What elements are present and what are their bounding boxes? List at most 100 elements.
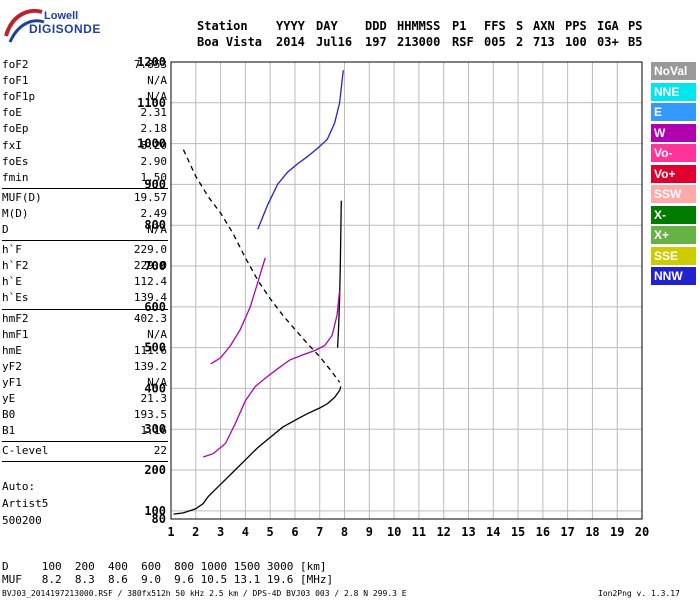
param-row: foF1 N/A <box>2 74 167 90</box>
legend-item: W <box>651 123 696 142</box>
hdr-axn: AXN <box>533 19 555 33</box>
legend-item: X+ <box>651 226 696 244</box>
auto-method: Artist5 <box>2 497 49 510</box>
hdr-s: S <box>516 19 524 33</box>
param-separator <box>2 240 168 242</box>
param-value: 193.5 <box>133 408 167 422</box>
param-row: foEp 2.18 <box>2 122 167 138</box>
param-label: hmE <box>2 343 22 357</box>
param-value: 402.3 <box>133 311 167 325</box>
param-value: 2.90 <box>140 154 168 168</box>
param-label: B1 <box>2 424 16 438</box>
param-value: 111.6 <box>133 343 167 357</box>
param-separator <box>2 308 168 310</box>
param-label: yF1 <box>2 375 22 389</box>
param-label: M(D) <box>2 206 29 220</box>
trace-series-4 <box>210 257 266 365</box>
x-tick-label: 20 <box>635 525 649 539</box>
val-ddd: 197 <box>365 35 387 49</box>
param-row: B1 1.16 <box>2 424 167 440</box>
legend-item: Vo- <box>651 144 696 162</box>
param-value: 229.0 <box>133 259 167 273</box>
legend-item: NoVal <box>651 62 696 80</box>
param-value: N/A <box>147 74 167 88</box>
station-header: Station YYYY DAY DDD HHMMSS P1 FFS S AXN… <box>0 0 650 50</box>
trace-series-3 <box>202 290 341 458</box>
x-tick-label: 11 <box>412 525 426 539</box>
digisonde-logo: Lowell DIGISONDE <box>4 6 104 50</box>
param-row: h`Es 139.4 <box>2 291 167 307</box>
val-s: 2 <box>516 35 524 49</box>
auto-code: 500200 <box>2 514 42 527</box>
param-value: 21.3 <box>140 392 168 405</box>
y-tick-label: 400 <box>144 381 166 395</box>
param-label: foEs <box>2 154 29 168</box>
param-separator <box>2 187 168 189</box>
val-axn: 713 <box>533 35 555 49</box>
x-tick-label: 8 <box>341 525 348 539</box>
param-row: yF2 139.2 <box>2 360 167 376</box>
param-row: MUF(D) 19.57 <box>2 191 167 207</box>
x-tick-label: 10 <box>387 525 401 539</box>
x-tick-label: 1 <box>167 525 174 539</box>
param-row: foEs 2.90 <box>2 155 167 171</box>
x-tick-label: 9 <box>366 525 373 539</box>
y-tick-label: 200 <box>144 463 166 477</box>
distance-row: D 100 200 400 600 800 1000 1500 3000 [km… <box>2 560 327 573</box>
hdr-ps: PS <box>628 19 643 33</box>
chart-grid <box>170 61 643 519</box>
x-tick-label: 17 <box>560 525 574 539</box>
param-row: hmF1 N/A <box>2 328 167 344</box>
param-row: foF2 7.853 <box>2 58 167 74</box>
scaled-parameters-panel: foF2 7.853 foF1 N/A foF1p N/A foE 2.31 foEp 2.18 f… <box>2 58 168 478</box>
param-label: foF2 <box>2 58 29 71</box>
x-tick-label: 7 <box>316 525 323 539</box>
y-tick-label: 700 <box>144 259 166 273</box>
x-tick-label: 6 <box>291 525 298 539</box>
param-label: foF1p <box>2 90 36 104</box>
param-label: h`E <box>2 275 22 289</box>
version-footer: Ion2Png v. 1.3.17 <box>598 589 680 598</box>
hdr-ffs: FFS <box>484 19 506 33</box>
param-label: h`F2 <box>2 259 29 273</box>
val-station: Boa Vista <box>197 35 263 49</box>
y-tick-label: 300 <box>144 422 166 436</box>
hdr-hhmmss: HHMMSS <box>397 19 441 33</box>
param-label: fmin <box>2 170 29 184</box>
val-ffs: 005 <box>484 35 506 49</box>
hdr-iga: IGA <box>597 19 619 33</box>
legend-item: NNW <box>651 267 696 285</box>
param-row: M(D) 2.49 <box>2 207 167 223</box>
param-value: 1.16 <box>140 424 168 438</box>
param-label: h`Es <box>2 291 29 305</box>
hdr-pps: PPS <box>565 19 587 33</box>
param-label: C-level <box>2 444 49 458</box>
param-value: 22 <box>153 444 167 458</box>
hdr-yyyy: YYYY <box>276 19 305 33</box>
y-tick-label: 80 <box>152 512 166 526</box>
muf-row: MUF 8.2 8.3 8.6 9.0 9.6 10.5 13.1 19.6 [… <box>2 573 334 586</box>
y-tick-label: 900 <box>144 177 166 191</box>
param-value: N/A <box>147 327 167 341</box>
x-tick-label: 16 <box>536 525 550 539</box>
y-tick-label: 1200 <box>137 55 166 69</box>
param-row: h`E 112.4 <box>2 275 167 291</box>
auto-label: Auto: <box>2 480 36 493</box>
x-tick-label: 15 <box>511 525 525 539</box>
legend-item: SSW <box>651 185 696 203</box>
val-hhmmss: 213000 <box>397 35 441 49</box>
param-label: hmF1 <box>2 327 29 341</box>
param-row: D N/A <box>2 223 167 239</box>
param-separator <box>2 461 168 463</box>
param-value: 229.0 <box>133 243 167 257</box>
param-value: 1.50 <box>140 170 168 184</box>
param-label: foF1 <box>2 74 29 88</box>
y-tick-label: 500 <box>144 341 166 355</box>
file-info-footer: BVJ03_2014197213000.RSF / 380fx512h 50 k… <box>2 589 407 598</box>
hdr-p1: P1 <box>452 19 467 33</box>
legend-item: NNE <box>651 82 696 101</box>
logo-text-lowell: Lowell <box>44 10 79 22</box>
param-row: fxI 8.20 <box>2 139 167 155</box>
param-value: 2.49 <box>140 206 168 220</box>
